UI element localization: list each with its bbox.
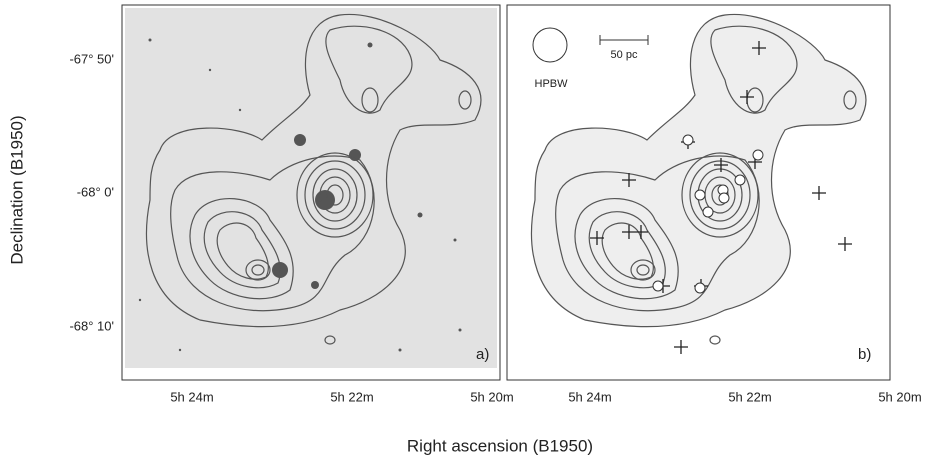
x-tick-label: 5h 22m [330, 389, 373, 404]
x-axis-title: Right ascension (B1950) [407, 436, 593, 455]
panel-label: a) [476, 346, 489, 363]
optical-image [125, 8, 497, 368]
y-tick-label: -67° 50' [69, 51, 114, 66]
x-tick-label: 5h 24m [170, 389, 213, 404]
scale-label: 50 pc [611, 49, 638, 61]
x-tick-label: 5h 24m [568, 389, 611, 404]
x-tick-label: 5h 20m [470, 389, 513, 404]
x-tick-label: 5h 22m [728, 389, 771, 404]
figure: Declination (B1950) Right ascension (B19… [0, 0, 938, 461]
y-tick-label: -68° 0' [77, 184, 114, 199]
panel-label: b) [858, 346, 871, 363]
y-axis-title: Declination (B1950) [7, 115, 26, 264]
x-tick-label: 5h 20m [878, 389, 921, 404]
beam-label: HPBW [535, 78, 569, 90]
y-tick-label: -68° 10' [69, 318, 114, 333]
